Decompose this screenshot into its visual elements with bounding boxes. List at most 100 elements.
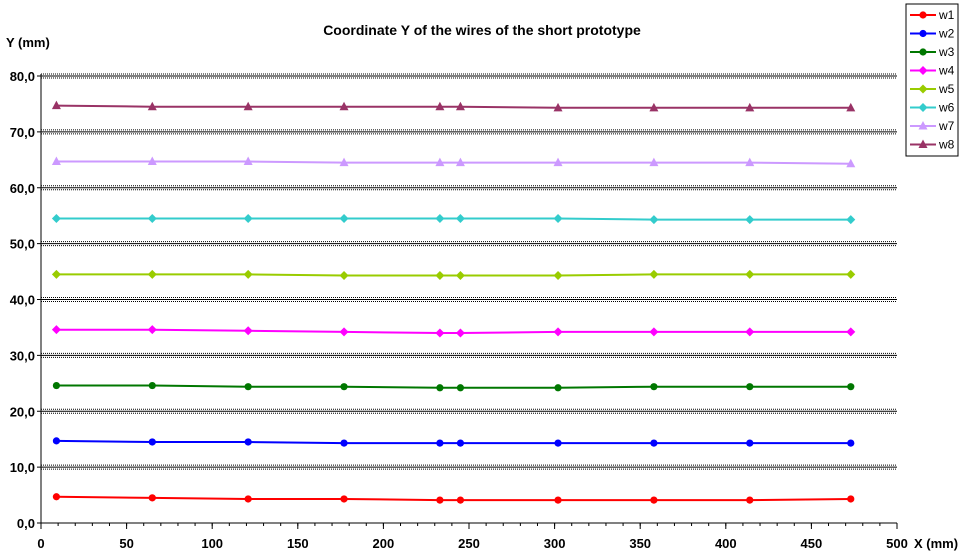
series-w7 [51,156,856,168]
data-point-w1 [746,496,754,504]
series-line-w6 [56,217,851,221]
x-tick-label: 50 [119,536,133,551]
series-w5 [51,269,856,280]
legend-label: w2 [938,27,955,41]
data-point-w5 [147,269,157,279]
x-tick-label: 350 [629,536,651,551]
legend-marker [918,84,928,94]
y-tick-label: 20,0 [10,404,35,419]
legend-marker [919,11,927,19]
legend-label: w6 [938,101,955,115]
data-point-w1 [456,496,465,504]
data-point-w5 [553,270,563,280]
chart-title: Coordinate Y of the wires of the short p… [323,22,641,38]
series-w1 [52,493,855,504]
series-w8 [51,100,856,112]
legend-item: w5 [910,82,955,96]
series-line-w2 [56,439,851,445]
data-point-w6 [745,215,755,225]
data-point-w8 [553,102,563,112]
legend-item: w7 [910,119,955,133]
data-point-w6 [147,213,157,223]
data-point-w2 [650,439,658,447]
data-point-w1 [340,495,348,503]
data-point-w7 [846,158,856,168]
data-point-w8 [51,100,61,110]
data-point-w6 [435,213,445,223]
data-point-w8 [649,102,659,112]
series-line-w1 [56,495,851,502]
legend-item: w2 [910,27,955,41]
y-axis-label: Y (mm) [6,35,50,50]
data-point-w8 [435,101,445,111]
data-point-w4 [455,328,465,338]
legend-marker [919,29,927,38]
data-point-w8 [745,102,755,112]
legend-label: w3 [938,45,955,59]
x-tick-label: 0 [37,536,44,551]
data-point-w8 [455,101,465,111]
data-point-w2 [456,439,465,447]
data-point-w5 [745,269,755,279]
legend-label: w1 [938,8,955,22]
grid [41,73,897,470]
data-point-w1 [554,496,562,504]
data-point-w5 [435,270,445,280]
data-point-w1 [148,494,156,502]
data-point-w3 [244,383,252,391]
series-line-w4 [56,328,851,334]
data-point-w6 [553,213,563,223]
data-point-w6 [51,213,61,223]
legend-label: w5 [938,82,955,96]
legend-item: w4 [910,64,955,78]
data-point-w4 [846,327,856,337]
x-tick-label: 400 [715,536,737,551]
legend-marker [918,121,928,130]
legend-label: w7 [938,119,955,133]
data-point-w3 [436,384,444,392]
x-tick-label: 100 [201,536,223,551]
data-point-w4 [553,327,563,337]
data-point-w3 [340,383,348,391]
axes: 0,0 10,0 20,0 30,0 40,0 50,0 60,0 70,0 80,0 0 50 10… [10,69,908,551]
data-point-w3 [52,381,61,390]
data-point-w5 [243,269,253,279]
legend-item: w8 [910,138,955,152]
x-tick-label: 450 [801,536,823,551]
data-point-w1 [650,496,658,504]
data-point-w2 [554,439,562,447]
legend-box [905,3,959,157]
data-point-w5 [51,269,61,279]
data-point-w3 [746,383,754,391]
data-point-w1 [244,495,252,503]
data-point-w5 [649,269,659,279]
legend-item: w3 [910,45,955,59]
data-point-w4 [147,325,157,335]
y-tick-label: 30,0 [10,348,35,363]
data-point-w1 [52,493,61,501]
data-point-w4 [649,327,659,337]
y-tick-label: 50,0 [10,237,35,252]
data-point-w7 [649,157,659,167]
data-point-w6 [455,213,465,223]
data-point-w4 [435,328,445,338]
data-point-w2 [52,437,61,445]
legend-marker [918,139,928,148]
series-w4 [51,325,856,338]
data-point-w4 [339,327,349,337]
x-tick-label: 150 [287,536,309,551]
data-point-w4 [51,325,61,335]
data-point-w7 [339,157,349,167]
data-point-w3 [847,383,855,391]
data-point-w7 [435,157,445,167]
data-point-w3 [456,384,465,392]
legend-marker [919,48,927,56]
data-point-w1 [436,496,444,504]
data-point-w8 [147,101,157,111]
data-point-w2 [340,439,348,447]
y-tick-label: 10,0 [10,460,35,475]
y-tick-label: 40,0 [10,293,35,308]
series-w2 [52,437,855,447]
